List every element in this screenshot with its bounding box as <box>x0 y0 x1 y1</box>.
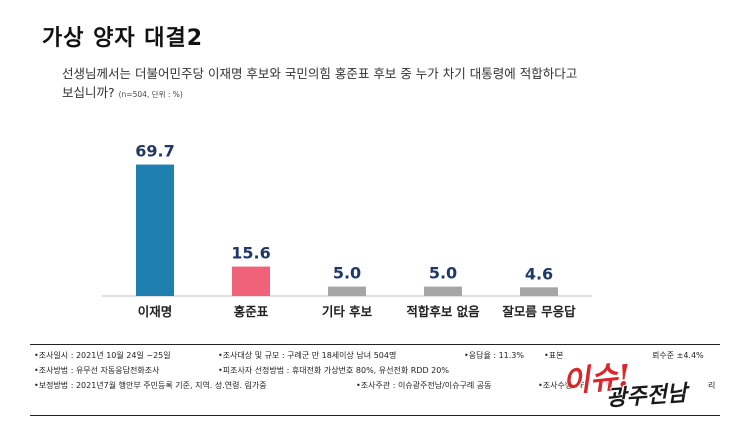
value-label-1: 69.7 <box>135 142 174 161</box>
category-label-2: 홍준표 <box>234 304 269 319</box>
category-label-5: 잘모름 무응답 <box>502 304 576 319</box>
value-label-3: 5.0 <box>333 264 361 283</box>
footer-organizer: •조사주관 : 이슈광주전남/이슈구례 공동 <box>356 381 492 390</box>
issue-gwangju-jeonnam-logo: 이슈! 광주전남 <box>561 352 712 412</box>
footer-selection-method: •피조사자 선정방법 : 휴대전화 가상번호 80%, 유선전화 RDD 20% <box>218 366 449 375</box>
bar-5 <box>520 287 558 296</box>
category-label-1: 이재명 <box>138 304 173 319</box>
bar-1 <box>136 164 174 296</box>
footer-weighting-method: •보정방법 : 2021년7월 행안부 주민등록 기준, 지역. 성.연령. 림… <box>34 381 267 390</box>
sample-note: (n=504, 단위 : %) <box>118 90 183 99</box>
question-line1: 선생님께서는 더불어민주당 이재명 후보와 국민의힘 홍준표 후보 중 누가 차… <box>62 66 578 81</box>
category-label-4: 적합후보 없음 <box>406 304 480 319</box>
footer-conductor-cont: R <box>606 381 612 390</box>
value-label-5: 4.6 <box>525 264 553 283</box>
value-label-4: 5.0 <box>429 264 457 283</box>
category-label-3: 기타 후보 <box>322 304 373 319</box>
footer-conductor-end: 리 <box>708 381 716 390</box>
footer-survey-target: •조사대상 및 규모 : 구례군 만 18세이상 남녀 504명 <box>218 351 397 360</box>
survey-footer: •조사일시 : 2021년 10월 24일 ~25일 •조사대상 및 규모 : … <box>30 344 720 416</box>
question-line2: 보십니까? <box>62 85 115 100</box>
bar-4 <box>424 286 462 296</box>
page-title: 가상 양자 대결2 <box>42 26 204 51</box>
survey-question: 선생님께서는 더불어민주당 이재명 후보와 국민의힘 홍준표 후보 중 누가 차… <box>62 64 702 104</box>
logo-text-region: 광주전남 <box>605 380 688 412</box>
footer-response-rate: •응답율 : 11.3% <box>464 351 524 360</box>
bar-3 <box>328 286 366 296</box>
footer-conductor: •조사수행 : F <box>538 381 585 390</box>
footer-confidence-level: 뢰수준 ±4.4% <box>652 351 704 360</box>
value-label-2: 15.6 <box>231 244 270 263</box>
footer-sample-label: •표본 <box>544 351 564 360</box>
footer-survey-date: •조사일시 : 2021년 10월 24일 ~25일 <box>34 351 171 360</box>
footer-survey-method: •조사방법 : 유무선 자동응답전화조사 <box>34 366 160 375</box>
bar-2 <box>232 266 270 296</box>
